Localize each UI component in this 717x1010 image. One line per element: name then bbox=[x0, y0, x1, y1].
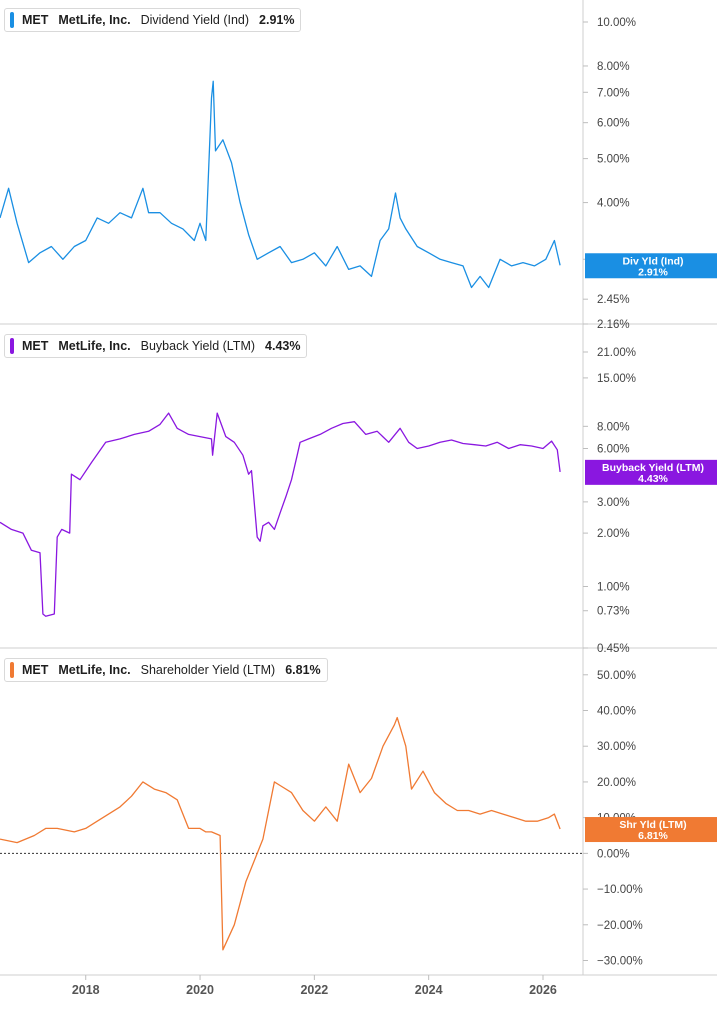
y-tick-label: 40.00% bbox=[597, 706, 636, 718]
y-tick-label: −20.00% bbox=[597, 920, 643, 932]
value-tag-value: 6.81% bbox=[638, 830, 668, 842]
y-tick-label: 3.00% bbox=[597, 497, 630, 509]
y-tick-label: 2.16% bbox=[597, 319, 630, 331]
legend-ticker: MET bbox=[22, 663, 49, 677]
value-tag-label: Buyback Yield (LTM) bbox=[602, 462, 704, 474]
value-tag bbox=[585, 817, 717, 843]
legend-company: MetLife, Inc. bbox=[58, 339, 131, 353]
legend-metric: Shareholder Yield (LTM) bbox=[140, 663, 276, 677]
legend-company: MetLife, Inc. bbox=[58, 13, 131, 27]
legend-swatch-buyback bbox=[10, 338, 14, 354]
y-tick-label: −10.00% bbox=[597, 884, 643, 896]
panel-separators bbox=[0, 0, 717, 976]
series-line bbox=[0, 80, 561, 289]
y-tick-label: 0.73% bbox=[597, 606, 630, 618]
y-tick-label: 30.00% bbox=[597, 741, 636, 753]
y-tick-label: 8.00% bbox=[597, 421, 630, 433]
x-tick-label: 2022 bbox=[300, 983, 328, 997]
legend-metric: Buyback Yield (LTM) bbox=[140, 339, 256, 353]
legend-value: 4.43% bbox=[265, 339, 301, 353]
y-tick-label: 20.00% bbox=[597, 777, 636, 789]
legend-company: MetLife, Inc. bbox=[58, 663, 131, 677]
series-line bbox=[0, 716, 561, 951]
y-tick-label: 15.00% bbox=[597, 373, 636, 385]
value-tag-label: Div Yld (Ind) bbox=[622, 255, 683, 267]
y-tick-label: 7.00% bbox=[597, 87, 630, 99]
x-tick-label: 2024 bbox=[415, 983, 443, 997]
y-tick-label: 5.00% bbox=[597, 154, 630, 166]
y-tick-label: 1.00% bbox=[597, 581, 630, 593]
legend-dividend-yield: MET MetLife, Inc. Dividend Yield (Ind) 2… bbox=[4, 8, 302, 32]
legend-metric: Dividend Yield (Ind) bbox=[140, 13, 250, 27]
y-tick-label: 10.00% bbox=[597, 17, 636, 29]
legend-swatch-shareholder bbox=[10, 662, 14, 678]
y-tick-label: 2.45% bbox=[597, 294, 630, 306]
y-tick-label: 0.45% bbox=[597, 643, 630, 655]
x-tick-label: 2020 bbox=[186, 983, 214, 997]
y-tick-label: 21.00% bbox=[597, 347, 636, 359]
y-tick-label: 50.00% bbox=[597, 670, 636, 682]
legend-value: 6.81% bbox=[285, 663, 321, 677]
value-tag-label: Shr Yld (LTM) bbox=[619, 819, 686, 831]
legend-ticker: MET bbox=[22, 339, 49, 353]
value-tag bbox=[585, 253, 717, 279]
series-line bbox=[0, 412, 561, 617]
x-tick-label: 2018 bbox=[72, 983, 100, 997]
legend-value: 2.91% bbox=[259, 13, 295, 27]
legend-swatch-dividend bbox=[10, 12, 14, 28]
legend-ticker: MET bbox=[22, 13, 49, 27]
value-tag-value: 2.91% bbox=[638, 266, 668, 278]
value-tag bbox=[585, 459, 717, 485]
y-tick-label: 6.00% bbox=[597, 118, 630, 130]
y-tick-label: 8.00% bbox=[597, 61, 630, 73]
legend-shareholder-yield: MET MetLife, Inc. Shareholder Yield (LTM… bbox=[4, 658, 328, 682]
y-tick-label: −30.00% bbox=[597, 956, 643, 968]
y-tick-label: 4.00% bbox=[597, 198, 630, 210]
chart-marks: 10.00% 8.00% 7.00% 6.00% 5.00% 4.00% 3.00% 2.45… bbox=[0, 17, 717, 997]
y-tick-label: 6.00% bbox=[597, 443, 630, 455]
x-tick-label: 2026 bbox=[529, 983, 557, 997]
y-tick-label: 0.00% bbox=[597, 848, 630, 860]
legend-buyback-yield: MET MetLife, Inc. Buyback Yield (LTM) 4.… bbox=[4, 334, 308, 358]
value-tag-value: 4.43% bbox=[638, 473, 668, 485]
y-tick-label: 2.00% bbox=[597, 528, 630, 540]
